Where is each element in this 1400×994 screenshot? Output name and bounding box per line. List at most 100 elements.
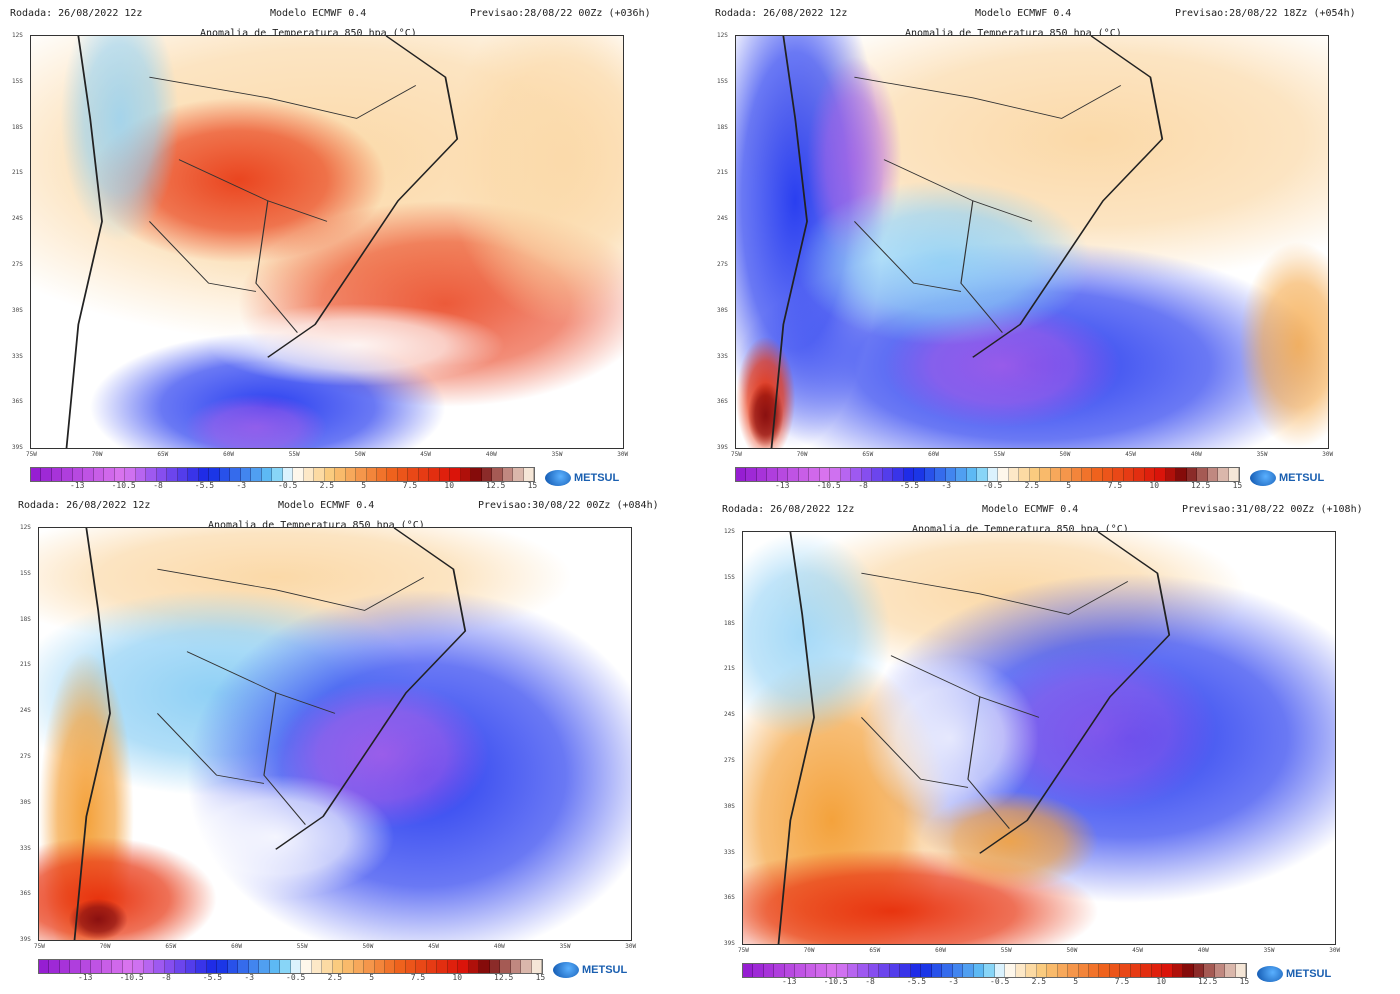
colorbar-swatch xyxy=(293,468,304,481)
colorbar-swatch xyxy=(847,964,859,977)
colorbar-label: 12.5 xyxy=(494,973,514,982)
colorbar-swatch xyxy=(858,964,869,977)
borders xyxy=(860,572,1129,829)
lat-tick: 24S xyxy=(724,711,735,719)
colorbar-swatch xyxy=(395,960,406,973)
colorbar-swatch xyxy=(468,960,480,973)
colorbar-swatch xyxy=(356,468,367,481)
colorbar-swatch xyxy=(240,468,252,481)
colorbar-swatch xyxy=(893,468,904,481)
colorbar-swatch xyxy=(1071,468,1082,481)
colorbar-swatch xyxy=(1165,468,1177,481)
anomaly-region xyxy=(208,303,505,387)
lat-tick: 30S xyxy=(724,802,735,810)
colorbar-swatch xyxy=(206,960,218,973)
colorbar-swatch xyxy=(942,964,953,977)
model-name: Modelo ECMWF 0.4 xyxy=(278,500,375,511)
colorbar-swatch xyxy=(809,468,820,481)
lon-tick: 60W xyxy=(935,947,946,954)
colorbar-swatch xyxy=(984,964,995,977)
colorbar-swatch xyxy=(112,960,123,973)
lon-tick: 65W xyxy=(165,943,177,950)
lat-tick: 21S xyxy=(20,661,31,669)
lon-tick: 45W xyxy=(1125,451,1137,458)
brand-name: METSUL xyxy=(582,964,628,976)
colorbar-swatch xyxy=(251,468,262,481)
lat-tick: 33S xyxy=(20,844,31,852)
colorbar-swatch xyxy=(994,964,1006,977)
colorbar-swatch xyxy=(816,964,827,977)
colorbar-swatch xyxy=(104,468,115,481)
colorbar-swatch xyxy=(1061,468,1072,481)
colorbar-swatch xyxy=(513,468,524,481)
forecast-time: Previsao:31/08/22 00Zz (+108h) xyxy=(1182,504,1363,515)
colorbar-swatch xyxy=(450,468,461,481)
colorbar-swatch xyxy=(133,960,144,973)
colorbar-swatch xyxy=(387,468,398,481)
colorbar-label: -3 xyxy=(948,977,959,986)
lon-tick: 60W xyxy=(223,451,234,458)
colorbar-swatch xyxy=(931,964,943,977)
globe-icon xyxy=(1257,966,1283,982)
colorbar-swatch xyxy=(868,964,880,977)
colorbar-swatch xyxy=(987,468,999,481)
lat-tick: 33S xyxy=(724,848,735,856)
colorbar-swatch xyxy=(122,960,134,973)
lat-tick: 21S xyxy=(724,665,735,673)
colorbar-swatch xyxy=(49,960,60,973)
metsul-logo: METSUL xyxy=(553,962,627,978)
colorbar-swatch xyxy=(502,468,514,481)
lon-tick: 30W xyxy=(625,943,637,950)
colorbar-swatch xyxy=(788,468,799,481)
colorbar-swatch xyxy=(861,468,873,481)
colorbar-swatch xyxy=(1019,468,1030,481)
colorbar-label: 2.5 xyxy=(1024,481,1040,490)
colorbar-swatch xyxy=(481,468,493,481)
map-title: Anomalia de Temperatura 850 hpa (°C) xyxy=(912,524,1129,535)
lon-tick: 70W xyxy=(796,451,808,458)
forecast-panel: Rodada: 26/08/2022 12z Modelo ECMWF 0.4 … xyxy=(712,504,1392,994)
colorbar-label: 15 xyxy=(1239,977,1250,986)
anomaly-region xyxy=(747,382,784,448)
colorbar-swatch xyxy=(114,468,126,481)
colorbar-swatch xyxy=(62,468,73,481)
colorbar-swatch xyxy=(156,468,168,481)
lat-tick: 12S xyxy=(20,524,31,531)
colorbar-swatch xyxy=(332,960,344,973)
colorbar-swatch xyxy=(777,468,789,481)
lon-tick: 55W xyxy=(296,943,308,950)
lon-tick: 50W xyxy=(362,943,374,950)
colorbar-swatch xyxy=(177,468,189,481)
lon-tick: 50W xyxy=(1066,947,1078,954)
anomaly-region xyxy=(795,180,1092,345)
colorbar-swatch xyxy=(830,468,841,481)
lat-tick: 30S xyxy=(20,798,31,806)
colorbar-swatch xyxy=(743,964,754,977)
colorbar-swatch xyxy=(795,964,806,977)
lat-tick: 33S xyxy=(12,352,23,360)
colorbar-swatch xyxy=(1130,964,1142,977)
lon-tick: 60W xyxy=(231,943,242,950)
colorbar-swatch xyxy=(93,468,105,481)
lon-tick: 70W xyxy=(99,943,111,950)
colorbar-swatch xyxy=(1197,468,1208,481)
lat-tick: 18S xyxy=(20,615,31,623)
brand-name: METSUL xyxy=(1279,472,1325,484)
colorbar-label: 10 xyxy=(1156,977,1167,986)
colorbar-swatch xyxy=(1113,468,1124,481)
colorbar-swatch xyxy=(269,960,281,973)
colorbar-swatch xyxy=(910,964,922,977)
map-title: Anomalia de Temperatura 850 hpa (°C) xyxy=(208,520,425,531)
colorbar-swatch xyxy=(175,960,186,973)
lon-tick: 40W xyxy=(1197,947,1209,954)
colorbar-swatch xyxy=(70,960,81,973)
colorbar-swatch xyxy=(1005,964,1016,977)
anomaly-region xyxy=(68,898,128,940)
anomaly-region xyxy=(979,647,1217,813)
colorbar xyxy=(742,963,1247,978)
run-date: Rodada: 26/08/2022 12z xyxy=(10,8,143,19)
colorbar-swatch xyxy=(460,468,472,481)
anomaly-region xyxy=(445,36,623,325)
colorbar-swatch xyxy=(280,960,291,973)
colorbar-swatch xyxy=(1134,468,1145,481)
